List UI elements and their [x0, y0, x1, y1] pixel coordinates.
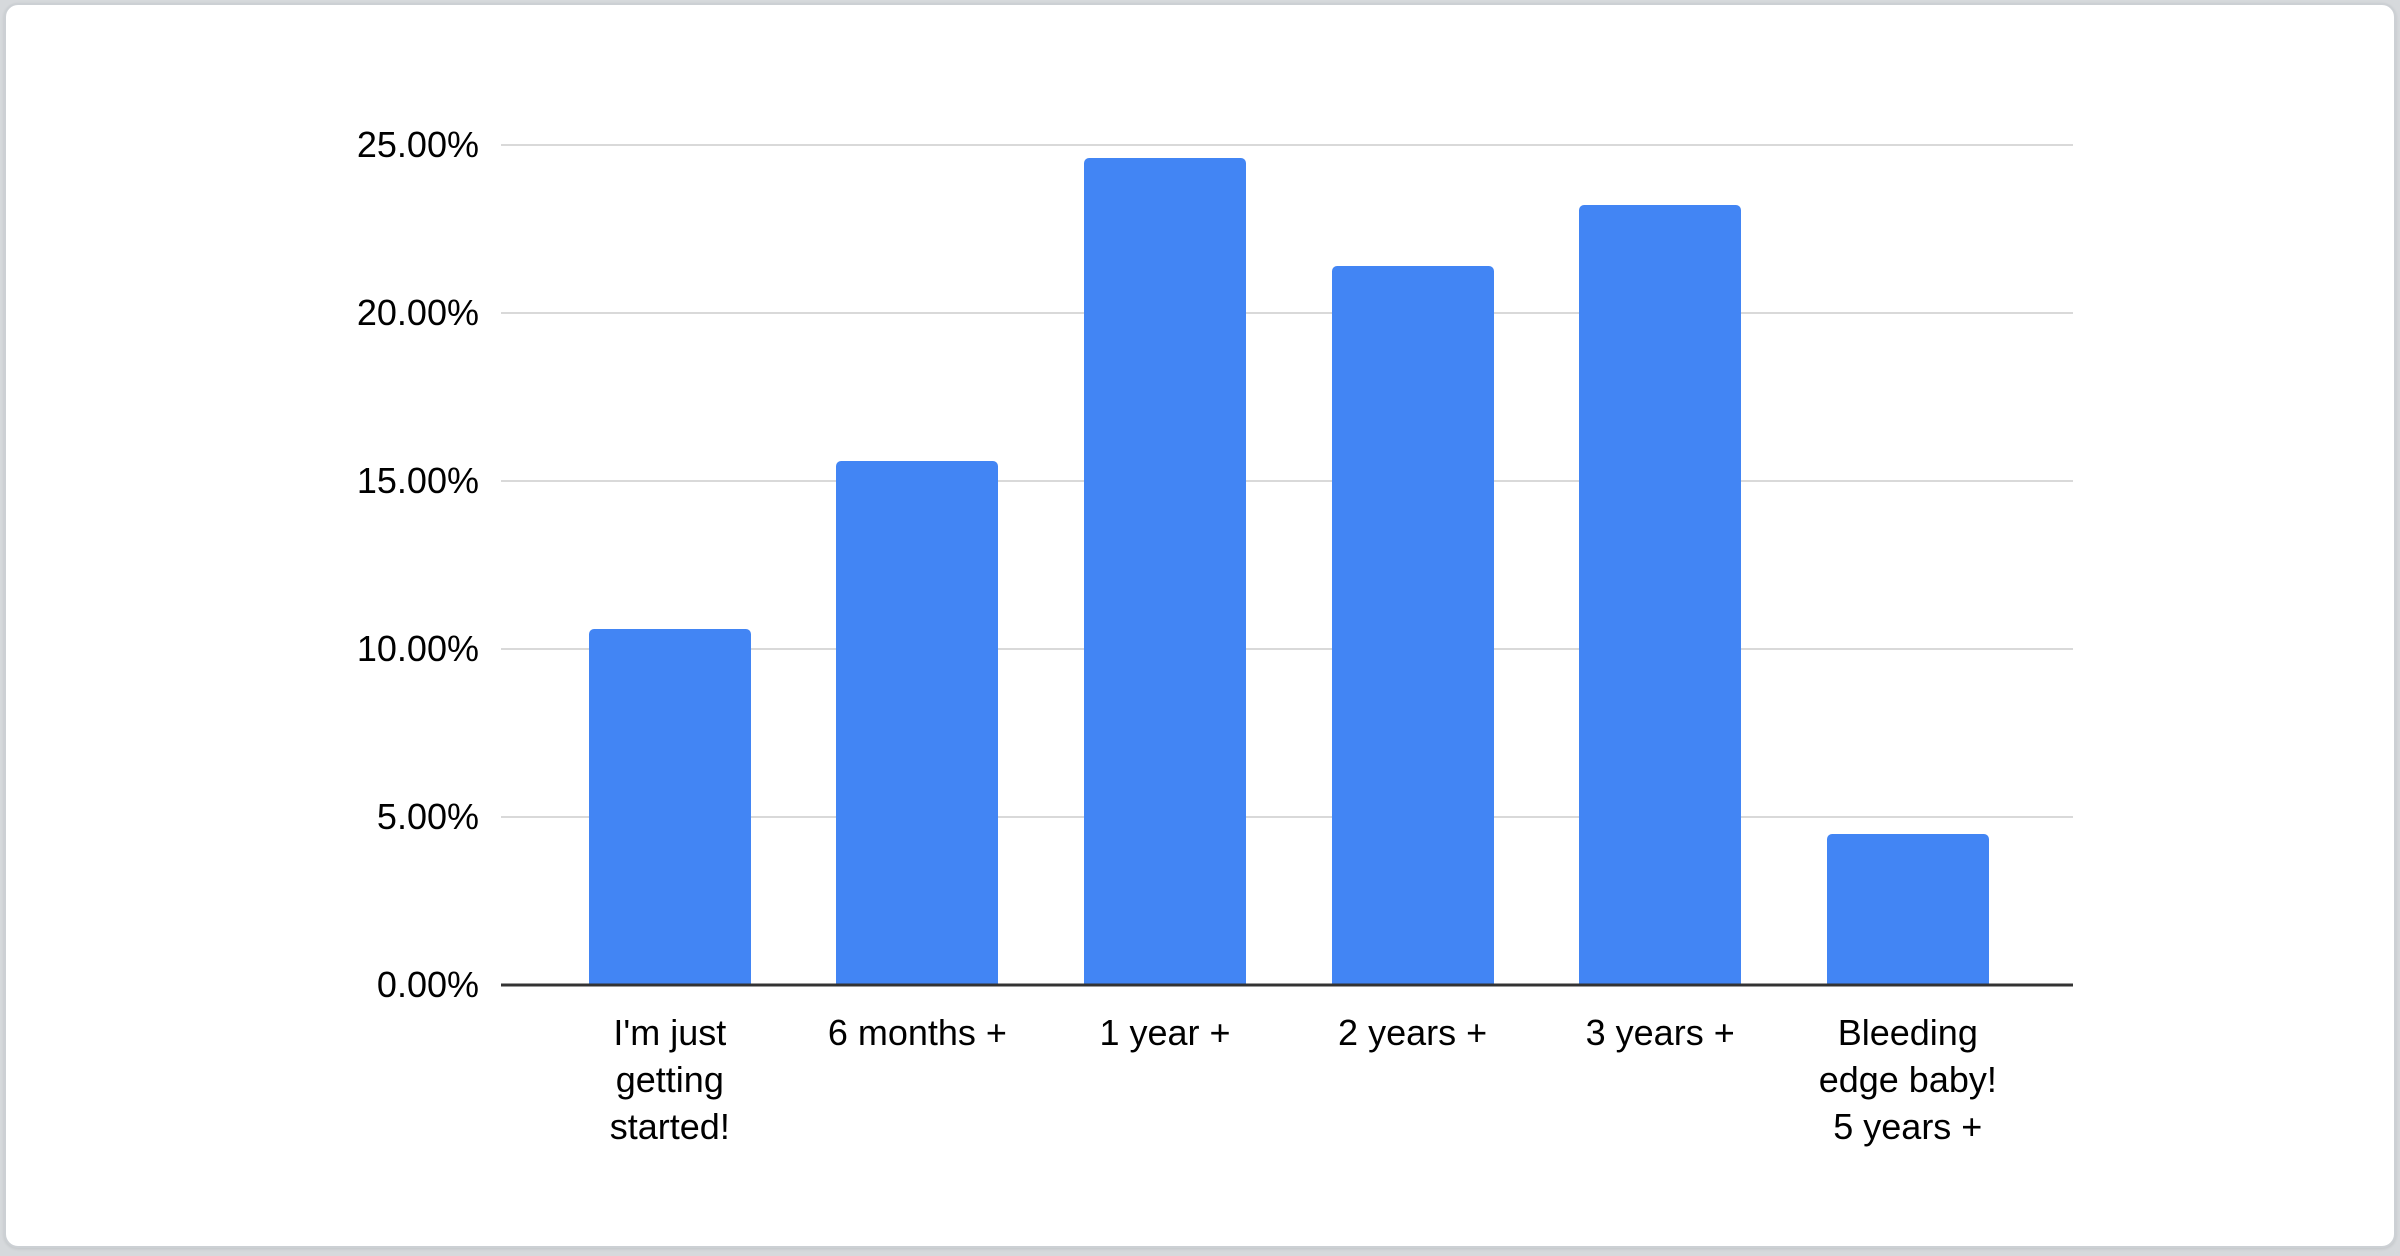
x-axis-label: Bleeding edge baby! 5 years + — [1774, 1009, 2042, 1150]
gridline — [501, 312, 2073, 314]
x-axis-label: 2 years + — [1279, 1009, 1547, 1056]
x-axis-line — [501, 983, 2073, 987]
x-axis-label-line: 1 year + — [1099, 1012, 1231, 1053]
x-axis-label-line: 6 months + — [827, 1012, 1007, 1053]
bar[interactable] — [836, 460, 999, 985]
x-axis-label: 3 years + — [1526, 1009, 1794, 1056]
x-axis-label: 6 months + — [784, 1009, 1052, 1056]
x-axis-label: I'm just getting started! — [536, 1009, 804, 1150]
bar[interactable] — [1084, 158, 1246, 985]
gridline — [501, 480, 2073, 482]
gridline — [501, 144, 2073, 146]
bar[interactable] — [1826, 833, 1989, 985]
x-axis-label-line: Bleeding — [1837, 1012, 1978, 1053]
gridline — [501, 816, 2073, 818]
gridline — [501, 648, 2073, 650]
x-axis-label-line: started! — [609, 1106, 730, 1147]
chart-card: 0.00% 5.00% 10.00% 15.00% 20.00% 25.00% I'm ju… — [4, 3, 2396, 1248]
x-axis-label-line: edge baby! — [1818, 1059, 1997, 1100]
x-axis-label-line: 5 years + — [1833, 1106, 1983, 1147]
x-axis-label-line: getting — [615, 1059, 724, 1100]
x-axis-label-line: 3 years + — [1585, 1012, 1735, 1053]
x-axis-label-line: I'm just — [613, 1012, 727, 1053]
y-axis-tick-label: 5.00% — [376, 796, 479, 837]
y-axis-tick-label: 15.00% — [356, 460, 479, 501]
bar-chart: 0.00% 5.00% 10.00% 15.00% 20.00% 25.00% I'm ju… — [6, 5, 2394, 1246]
y-axis-tick-label: 10.00% — [356, 628, 479, 669]
bar[interactable] — [588, 628, 751, 985]
y-axis-tick-label: 0.00% — [376, 964, 479, 1005]
x-axis-label-line: 2 years + — [1338, 1012, 1488, 1053]
bar[interactable] — [1331, 265, 1494, 985]
x-axis-label: 1 year + — [1031, 1009, 1299, 1056]
y-axis-tick-label: 20.00% — [356, 292, 479, 333]
bar[interactable] — [1579, 205, 1742, 985]
y-axis-tick-label: 25.00% — [356, 124, 479, 165]
